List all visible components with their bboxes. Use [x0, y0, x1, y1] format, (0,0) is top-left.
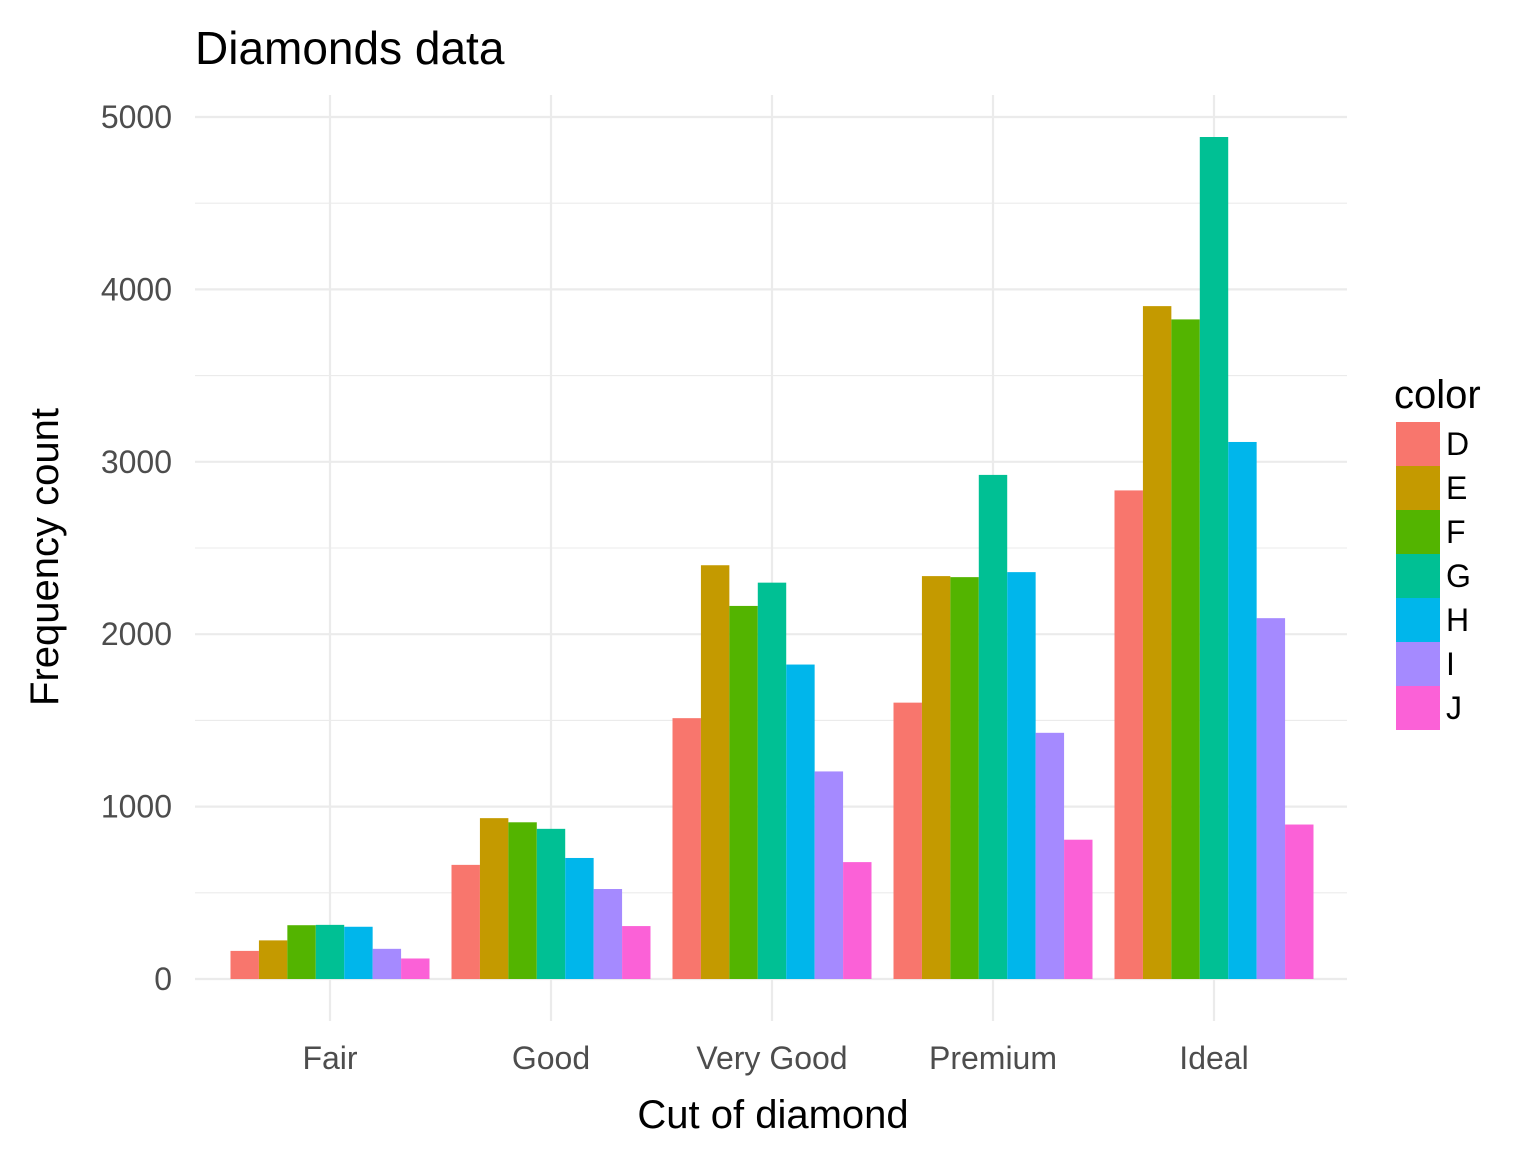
y-tick-label: 3000	[101, 444, 172, 480]
bar-ideal-i	[1256, 618, 1286, 979]
y-axis-title: Frequency count	[23, 408, 67, 706]
legend-key-i	[1396, 642, 1440, 686]
bar-very-good-d	[672, 718, 701, 979]
bar-ideal-f	[1171, 319, 1200, 980]
legend-title: color	[1394, 373, 1481, 417]
bar-ideal-d	[1114, 490, 1143, 979]
bar-very-good-j	[843, 862, 872, 979]
bar-ideal-g	[1199, 136, 1229, 979]
x-axis-title: Cut of diamond	[637, 1093, 908, 1137]
bar-fair-i	[372, 948, 402, 979]
bar-fair-j	[401, 958, 430, 979]
legend-label-j: J	[1446, 690, 1462, 726]
x-tick-label: Premium	[929, 1040, 1057, 1076]
legend-label-f: F	[1446, 514, 1466, 550]
y-tick-label: 1000	[101, 789, 172, 825]
x-tick-label: Ideal	[1179, 1040, 1248, 1076]
bar-fair-f	[287, 925, 316, 979]
bar-premium-j	[1064, 839, 1093, 979]
bar-good-d	[451, 864, 480, 979]
bar-good-h	[565, 857, 594, 979]
y-tick-label: 2000	[101, 616, 172, 652]
legend-key-j	[1396, 686, 1440, 730]
legend-label-e: E	[1446, 470, 1467, 506]
bar-premium-d	[893, 702, 922, 979]
bar-good-i	[593, 889, 623, 979]
bar-premium-h	[1007, 572, 1036, 979]
bar-fair-d	[230, 950, 259, 979]
bar-very-good-h	[786, 664, 815, 979]
bar-ideal-j	[1285, 824, 1314, 979]
y-tick-label: 0	[154, 961, 172, 997]
bar-very-good-f	[729, 605, 758, 979]
bar-premium-g	[978, 474, 1008, 979]
bar-very-good-e	[700, 565, 730, 979]
legend-label-h: H	[1446, 602, 1469, 638]
bar-good-e	[479, 818, 509, 979]
bar-premium-i	[1035, 732, 1065, 979]
bar-good-j	[622, 926, 651, 979]
legend-key-f	[1396, 510, 1440, 554]
bar-ideal-e	[1142, 306, 1172, 979]
chart-title: Diamonds data	[195, 22, 505, 74]
y-tick-label: 4000	[101, 271, 172, 307]
bar-fair-h	[344, 926, 373, 979]
bar-good-g	[536, 828, 566, 979]
bar-premium-f	[950, 577, 979, 979]
x-axis-ticks: Fair Good Very Good Premium Ideal	[302, 1040, 1248, 1076]
bar-fair-g	[315, 924, 345, 979]
y-tick-label: 5000	[101, 99, 172, 135]
legend-key-d	[1396, 422, 1440, 466]
legend-key-h	[1396, 598, 1440, 642]
legend-label-g: G	[1446, 558, 1471, 594]
legend-key-e	[1396, 466, 1440, 510]
bar-ideal-h	[1228, 441, 1257, 979]
bar-fair-e	[258, 940, 288, 979]
x-tick-label: Fair	[302, 1040, 357, 1076]
legend-key-g	[1396, 554, 1440, 598]
bar-very-good-i	[814, 771, 844, 979]
x-tick-label: Very Good	[696, 1040, 847, 1076]
legend-label-i: I	[1446, 646, 1455, 682]
y-axis-ticks: 0 1000 2000 3000 4000 5000	[101, 99, 172, 997]
bar-very-good-g	[757, 582, 787, 979]
bar-premium-e	[921, 576, 951, 979]
bar-good-f	[508, 822, 537, 979]
legend-label-d: D	[1446, 426, 1469, 462]
bars	[230, 136, 1314, 980]
x-tick-label: Good	[512, 1040, 590, 1076]
